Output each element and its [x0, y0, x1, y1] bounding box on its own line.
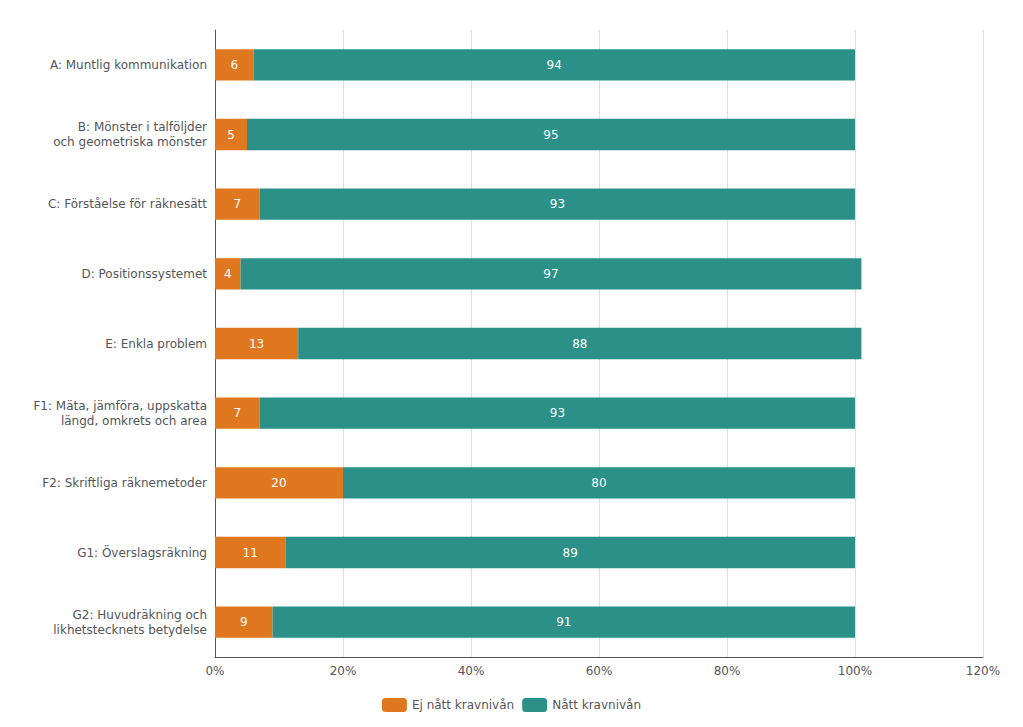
svg-text:97: 97 [543, 267, 558, 281]
svg-text:6: 6 [230, 58, 238, 72]
svg-text:B: Mönster i talföljder: B: Mönster i talföljder [78, 120, 207, 134]
svg-text:95: 95 [543, 128, 558, 142]
svg-text:7: 7 [234, 406, 242, 420]
svg-text:9: 9 [240, 615, 248, 629]
svg-text:F1: Mäta, jämföra, uppskatta: F1: Mäta, jämföra, uppskatta [33, 399, 207, 413]
svg-text:91: 91 [556, 615, 571, 629]
svg-text:80: 80 [591, 476, 606, 490]
svg-text:0%: 0% [205, 664, 224, 678]
svg-text:G1: Överslagsräkning: G1: Överslagsräkning [77, 544, 207, 560]
svg-text:93: 93 [550, 197, 565, 211]
svg-text:Ej nått kravnivån: Ej nått kravnivån [412, 698, 514, 712]
svg-text:5: 5 [227, 128, 235, 142]
svg-text:G2: Huvudräkning och: G2: Huvudräkning och [72, 608, 207, 622]
svg-text:4: 4 [224, 267, 232, 281]
svg-text:93: 93 [550, 406, 565, 420]
svg-text:100%: 100% [838, 664, 872, 678]
svg-text:F2: Skriftliga räknemetoder: F2: Skriftliga räknemetoder [42, 476, 207, 490]
svg-text:likhetstecknets betydelse: likhetstecknets betydelse [53, 623, 207, 637]
svg-text:89: 89 [563, 546, 578, 560]
svg-text:11: 11 [243, 546, 258, 560]
svg-text:E: Enkla problem: E: Enkla problem [105, 337, 207, 351]
svg-text:Nått kravnivån: Nått kravnivån [552, 698, 641, 712]
svg-text:7: 7 [234, 197, 242, 211]
svg-text:94: 94 [547, 58, 562, 72]
svg-text:60%: 60% [586, 664, 613, 678]
svg-text:40%: 40% [458, 664, 485, 678]
svg-text:88: 88 [572, 337, 587, 351]
svg-text:A: Muntlig kommunikation: A: Muntlig kommunikation [50, 58, 207, 72]
svg-text:13: 13 [249, 337, 264, 351]
svg-text:20: 20 [271, 476, 286, 490]
svg-text:och geometriska mönster: och geometriska mönster [53, 135, 207, 149]
svg-text:120%: 120% [966, 664, 1000, 678]
svg-text:längd, omkrets och area: längd, omkrets och area [61, 414, 207, 428]
svg-text:20%: 20% [330, 664, 357, 678]
svg-text:80%: 80% [714, 664, 741, 678]
svg-text:D: Positionssystemet: D: Positionssystemet [81, 267, 207, 281]
svg-text:C: Förståelse för räknesätt: C: Förståelse för räknesätt [48, 197, 207, 211]
